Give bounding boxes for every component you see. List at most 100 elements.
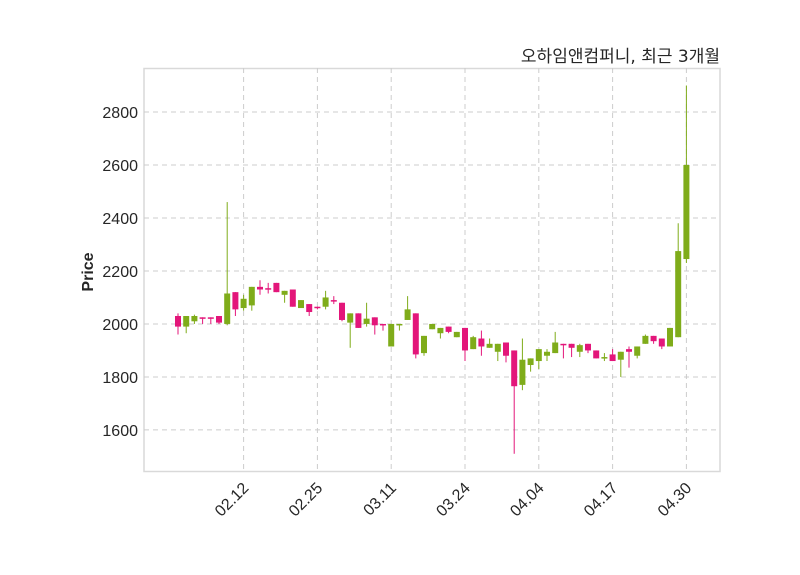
candle	[585, 343, 591, 354]
candle	[535, 349, 542, 369]
candle-body	[257, 286, 263, 290]
candle	[527, 358, 534, 372]
x-tick-label: 03.11	[361, 480, 401, 520]
candle-body	[626, 349, 632, 352]
x-tick-label: 04.30	[655, 480, 695, 520]
candle	[478, 330, 485, 356]
candle-body	[412, 313, 419, 355]
candle	[232, 292, 239, 316]
candle-body	[248, 286, 255, 306]
candle-body	[560, 343, 567, 346]
candle	[339, 302, 345, 322]
candle-body	[396, 323, 403, 326]
candle	[462, 327, 468, 362]
x-tick-label: 02.12	[212, 480, 252, 520]
candle-body	[535, 349, 542, 362]
candle-body	[240, 298, 247, 309]
candle-body	[437, 327, 444, 334]
candle	[380, 323, 386, 331]
candle-body	[683, 164, 690, 260]
candle-body	[183, 316, 190, 327]
candle-body	[429, 323, 436, 330]
candle-body	[552, 342, 559, 354]
candle	[396, 323, 403, 331]
candle-body	[322, 297, 329, 307]
candle	[216, 316, 222, 324]
x-tick-label: 03.24	[433, 480, 473, 520]
candle	[544, 349, 550, 362]
candle	[617, 351, 624, 377]
candle	[298, 300, 304, 309]
y-axis-label: Price	[80, 252, 97, 291]
candle-body	[494, 343, 501, 352]
y-tick-label: 1600	[102, 423, 138, 440]
candle	[593, 350, 600, 359]
candle	[494, 343, 501, 362]
candle-body	[470, 337, 477, 350]
candle	[322, 290, 329, 310]
candle-body	[650, 335, 657, 342]
candle	[207, 317, 214, 324]
candle-body	[330, 300, 337, 302]
candle	[429, 323, 436, 330]
candle-body	[404, 309, 411, 320]
y-tick-label: 1800	[102, 370, 138, 387]
candle-body	[273, 282, 280, 293]
candle-body	[289, 289, 296, 307]
candle-body	[593, 350, 600, 359]
candle-body	[667, 327, 673, 347]
candle	[576, 343, 583, 358]
y-tick-label: 2400	[102, 211, 138, 228]
candle-body	[207, 317, 214, 319]
x-tick-label: 04.04	[507, 480, 547, 520]
candle-body	[191, 316, 198, 322]
candle-body	[601, 357, 608, 359]
candle-body	[478, 338, 485, 347]
candle-body	[363, 318, 370, 324]
candle	[224, 202, 231, 326]
candle-body	[642, 335, 649, 344]
x-tick-label: 02.25	[286, 480, 326, 520]
candle-body	[527, 358, 534, 366]
candle	[634, 346, 641, 359]
candle-body	[544, 351, 550, 356]
x-tick-label: 04.17	[581, 480, 621, 520]
candle-body	[388, 323, 395, 347]
candle	[568, 343, 575, 358]
candle	[355, 313, 362, 328]
y-tick-label: 2200	[102, 264, 138, 281]
candle-body	[281, 290, 288, 295]
y-tick-label: 2000	[102, 317, 138, 334]
candle	[289, 289, 296, 307]
candle	[175, 313, 181, 335]
candle-body	[445, 326, 452, 332]
candle	[560, 343, 567, 359]
candle-body	[519, 359, 526, 385]
candle-body	[371, 317, 378, 326]
candle	[421, 335, 427, 356]
candle	[626, 346, 632, 368]
candle	[371, 317, 378, 335]
chart-title: 오하임앤컴퍼니, 최근 3개월	[521, 47, 720, 67]
candle	[675, 223, 682, 338]
candle-body	[617, 351, 624, 360]
candle-body	[380, 323, 386, 326]
candle	[601, 353, 608, 362]
candle-body	[216, 316, 222, 323]
candle	[314, 306, 321, 310]
candle	[199, 317, 206, 324]
candle-body	[199, 317, 206, 319]
candle-body	[568, 343, 575, 348]
candle	[445, 326, 452, 334]
candle	[503, 342, 509, 363]
candle-body	[585, 343, 591, 351]
x-axis-ticks: 02.12 02.25 03.11 03.24 04.04 04.17 04.30	[212, 480, 695, 520]
candle-body	[462, 327, 468, 351]
candle	[191, 314, 198, 324]
candle-body	[339, 302, 345, 320]
candle-body	[232, 292, 239, 310]
candle	[667, 327, 673, 347]
candle	[240, 294, 247, 311]
candle	[519, 338, 526, 391]
